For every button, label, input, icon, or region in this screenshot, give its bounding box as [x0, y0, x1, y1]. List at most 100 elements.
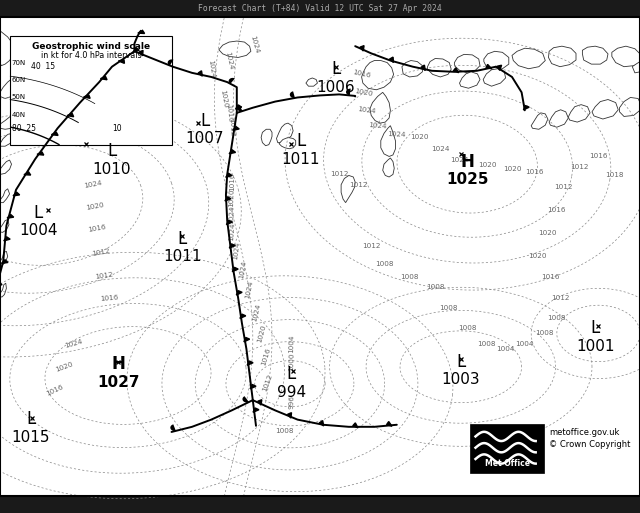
Polygon shape [454, 54, 480, 73]
Polygon shape [0, 283, 6, 297]
Polygon shape [227, 220, 232, 225]
Polygon shape [219, 41, 251, 57]
Polygon shape [0, 31, 14, 66]
Polygon shape [381, 126, 396, 156]
Text: 1024: 1024 [64, 339, 83, 349]
Text: 1016: 1016 [228, 173, 235, 191]
Text: 1020: 1020 [503, 166, 521, 172]
Polygon shape [346, 89, 351, 95]
Text: 1012: 1012 [228, 118, 235, 136]
Polygon shape [453, 68, 459, 73]
Polygon shape [319, 421, 324, 426]
Text: 1024: 1024 [232, 241, 241, 260]
Text: 1012: 1012 [94, 272, 113, 280]
Polygon shape [198, 71, 202, 76]
Polygon shape [0, 251, 8, 265]
Polygon shape [383, 158, 394, 177]
Text: 1007: 1007 [186, 131, 224, 146]
Polygon shape [247, 361, 253, 365]
Text: in kt for 4.0 hPa intervals: in kt for 4.0 hPa intervals [40, 51, 141, 61]
Text: 994: 994 [276, 385, 306, 400]
Text: 1016: 1016 [45, 383, 64, 397]
Polygon shape [276, 123, 293, 143]
Text: 10: 10 [113, 124, 122, 133]
Polygon shape [0, 189, 10, 203]
Polygon shape [0, 114, 19, 129]
Text: 1008: 1008 [548, 315, 566, 321]
Text: 1012: 1012 [554, 184, 572, 190]
Text: 1012: 1012 [551, 294, 569, 301]
Text: 1016: 1016 [525, 169, 543, 175]
Text: Geostrophic wind scale: Geostrophic wind scale [32, 42, 150, 51]
Text: 1016: 1016 [99, 295, 118, 302]
Text: 1000: 1000 [288, 352, 294, 371]
Bar [0, 496, 640, 513]
Text: 1016: 1016 [352, 69, 371, 78]
Polygon shape [139, 50, 143, 56]
Text: 1004: 1004 [516, 341, 534, 347]
Polygon shape [524, 106, 529, 110]
Polygon shape [279, 137, 296, 149]
Polygon shape [225, 197, 231, 201]
Polygon shape [250, 384, 256, 389]
Polygon shape [226, 173, 232, 177]
Text: 1020: 1020 [256, 324, 266, 343]
Text: 1004: 1004 [19, 223, 58, 239]
Text: 1024: 1024 [224, 51, 234, 70]
Polygon shape [37, 152, 44, 155]
Polygon shape [568, 105, 590, 122]
Text: 1012: 1012 [262, 372, 273, 392]
Polygon shape [233, 127, 239, 130]
Text: 1024: 1024 [239, 260, 248, 279]
Text: Met Office: Met Office [484, 459, 530, 468]
Polygon shape [306, 78, 317, 86]
Text: 1020: 1020 [479, 162, 497, 168]
Polygon shape [229, 150, 236, 154]
Text: L: L [200, 111, 209, 130]
Polygon shape [387, 422, 392, 426]
Text: 1020: 1020 [228, 188, 234, 207]
Text: 1024: 1024 [451, 157, 468, 163]
Polygon shape [118, 60, 124, 64]
Text: 60N: 60N [12, 77, 26, 83]
Text: L: L [296, 132, 305, 150]
Text: 1008: 1008 [401, 274, 419, 280]
Polygon shape [0, 160, 12, 174]
Polygon shape [548, 46, 576, 67]
Polygon shape [237, 105, 243, 111]
Text: metoffice.gov.uk
© Crown Copyright: metoffice.gov.uk © Crown Copyright [549, 428, 630, 449]
Polygon shape [592, 100, 618, 119]
Polygon shape [67, 113, 74, 117]
Text: 1008: 1008 [458, 325, 476, 331]
Polygon shape [240, 314, 246, 319]
Polygon shape [497, 65, 502, 70]
Polygon shape [24, 172, 31, 175]
Polygon shape [138, 30, 145, 33]
Polygon shape [549, 110, 568, 127]
Text: 1024: 1024 [228, 223, 236, 241]
Polygon shape [0, 78, 20, 98]
Text: L: L [178, 229, 187, 248]
Text: 1015: 1015 [12, 429, 50, 445]
Text: 1024: 1024 [387, 131, 406, 138]
Polygon shape [244, 338, 250, 342]
Text: 1024: 1024 [207, 59, 216, 78]
Text: 1024: 1024 [250, 35, 260, 54]
Polygon shape [253, 408, 259, 412]
Polygon shape [0, 133, 14, 146]
Text: 1004: 1004 [497, 346, 515, 352]
Text: 1024: 1024 [356, 106, 376, 114]
Text: 1025: 1025 [446, 172, 488, 187]
Text: 1012: 1012 [362, 243, 380, 249]
Polygon shape [582, 46, 608, 64]
Polygon shape [486, 65, 492, 69]
Text: L: L [108, 142, 116, 161]
Text: 1016: 1016 [541, 274, 559, 280]
Text: 1004: 1004 [288, 334, 294, 353]
Text: 1024: 1024 [368, 122, 387, 129]
Polygon shape [370, 92, 390, 123]
Text: 1006: 1006 [317, 80, 355, 95]
Text: 1016: 1016 [88, 224, 107, 233]
Text: 1012: 1012 [92, 248, 111, 257]
Text: 50N: 50N [12, 94, 26, 101]
